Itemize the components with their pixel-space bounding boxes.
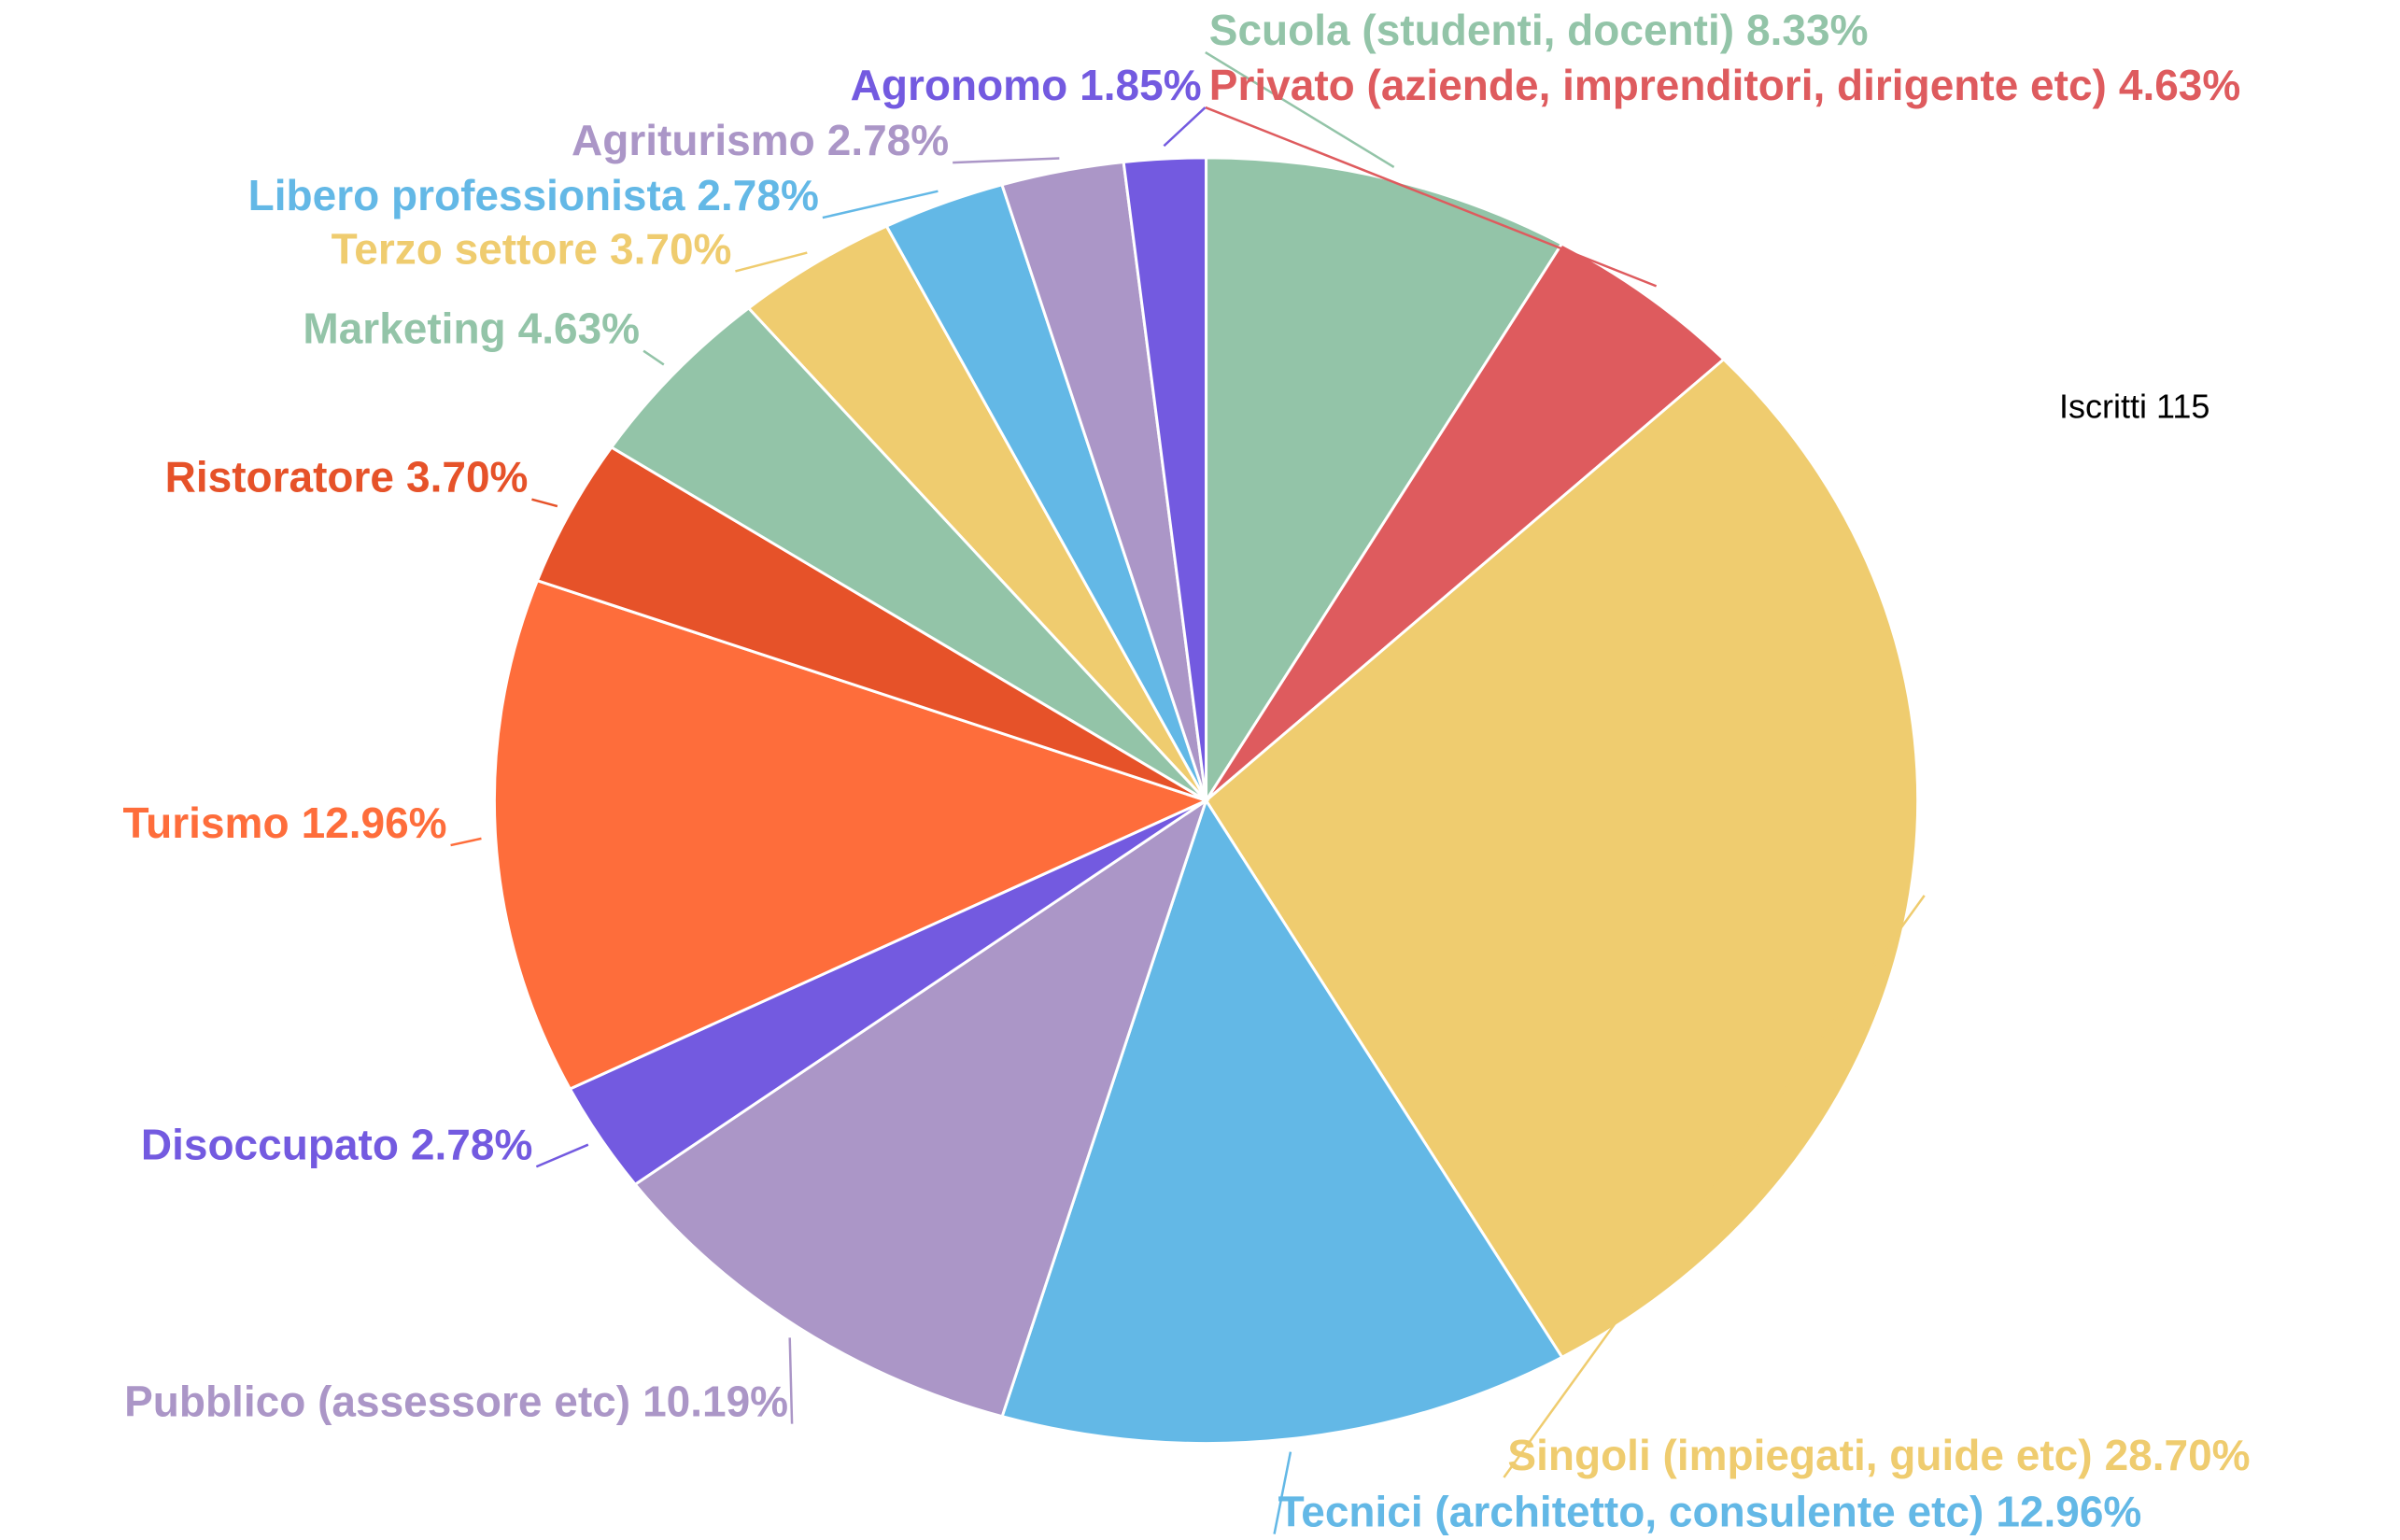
slice-label: Marketing 4.63%: [303, 304, 640, 353]
category-label: Singoli (impiegati, guide etc): [1507, 1431, 2092, 1479]
leader-line: [735, 251, 808, 273]
slice-label: Terzo settore 3.70%: [332, 225, 732, 274]
pie-slice: [1122, 156, 1208, 801]
value-label: 2.78%: [411, 1120, 532, 1168]
slice-label: Turismo 12.96%: [123, 798, 447, 847]
value-label: 28.70%: [2105, 1431, 2251, 1479]
pie-slice: [1205, 242, 1727, 802]
leader-line: [1503, 895, 1926, 1478]
category-label: Turismo: [123, 798, 289, 847]
category-label: Libero professionista: [248, 171, 685, 219]
slice-label: Ristoratore 3.70%: [165, 453, 529, 502]
category-label: Privato (aziende, imprenditori, dirigent…: [1209, 61, 2107, 109]
leader-line: [642, 349, 665, 366]
leader-line: [1205, 50, 1395, 169]
pie-slice: [1000, 797, 1564, 1446]
category-label: Agronomo: [851, 61, 1068, 109]
slice-label: Agriturismo 2.78%: [572, 116, 949, 164]
category-label: Scuola (studenti, docenti): [1209, 6, 1734, 54]
value-label: 3.70%: [610, 225, 731, 274]
slice-label: Singoli (impiegati, guide etc) 28.70%: [1507, 1431, 2250, 1479]
leader-line: [531, 498, 558, 508]
value-label: 3.70%: [406, 453, 528, 502]
category-label: Disoccupato: [141, 1120, 399, 1168]
value-label: 4.63%: [2119, 61, 2240, 109]
slice-label: Agronomo 1.85%: [851, 61, 1202, 109]
pie-slice: [632, 797, 1209, 1419]
value-label: 2.78%: [697, 171, 818, 219]
leader-line: [450, 837, 482, 847]
category-label: Ristoratore: [165, 453, 394, 502]
slice-label: Privato (aziende, imprenditori, dirigent…: [1209, 61, 2241, 109]
category-label: Pubblico (assessore etc): [124, 1378, 630, 1426]
leader-line: [822, 190, 939, 219]
leader-line: [535, 1143, 589, 1168]
leader-line: [953, 157, 1060, 164]
value-label: 10.19%: [642, 1378, 788, 1426]
value-label: 1.85%: [1080, 61, 1201, 109]
leader-line: [788, 1337, 794, 1424]
value-label: 8.33%: [1746, 6, 1868, 54]
leader-line: [1163, 106, 1207, 148]
category-label: Tecnici (architetto, consulente etc): [1278, 1488, 1984, 1536]
value-label: 2.78%: [827, 116, 949, 164]
category-label: Agriturismo: [572, 116, 815, 164]
value-label: 12.96%: [1996, 1488, 2141, 1536]
annotation: Iscritti 115: [2059, 388, 2209, 426]
pie-slice: [492, 578, 1210, 1091]
category-label: Terzo settore: [332, 225, 598, 274]
slice-label: Scuola (studenti, docenti) 8.33%: [1209, 6, 1869, 54]
leader-line: [1273, 1451, 1292, 1534]
pie-slice: [609, 305, 1207, 802]
category-label: Marketing: [303, 304, 505, 353]
slice-label: Disoccupato 2.78%: [141, 1120, 532, 1168]
value-label: 12.96%: [302, 798, 447, 847]
slice-label: Libero professionista 2.78%: [248, 171, 819, 219]
slice-label: Tecnici (architetto, consulente etc) 12.9…: [1278, 1488, 2142, 1536]
value-label: 4.63%: [518, 304, 640, 353]
leader-line: [1205, 106, 1658, 288]
slice-label: Pubblico (assessore etc) 10.19%: [124, 1378, 788, 1426]
pie-slice: [1204, 357, 1920, 1360]
